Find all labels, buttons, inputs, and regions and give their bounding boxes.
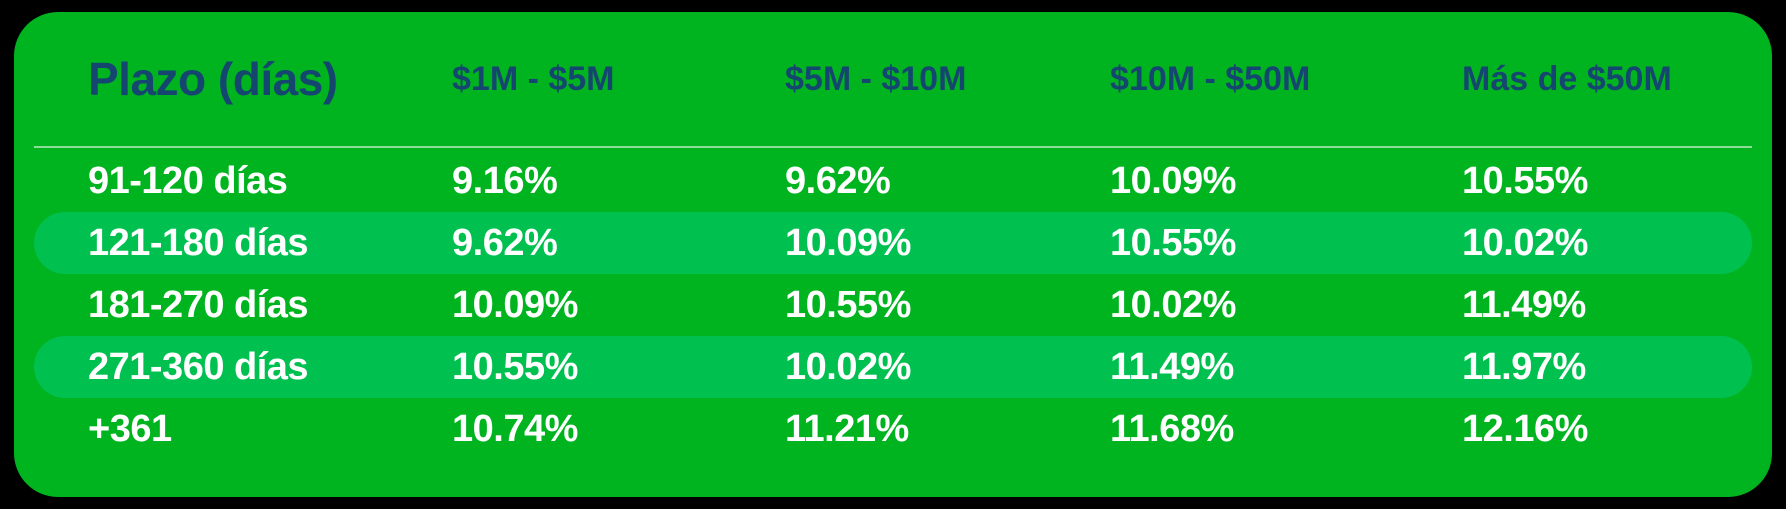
table-body: 91-120 días 9.16% 9.62% 10.09% 10.55% 12… [34, 150, 1752, 460]
plazo-label: 181-270 días [88, 283, 309, 326]
rate-cell: 10.55% [785, 283, 911, 326]
rate-cell: 11.68% [1110, 407, 1234, 450]
table-row-271-360: 271-360 días 10.55% 10.02% 11.49% 11.97% [34, 336, 1752, 398]
table-header-row: Plazo (días) $1M - $5M $5M - $10M $10M -… [34, 12, 1752, 146]
plazo-label: 91-120 días [88, 159, 288, 202]
rate-cell: 12.16% [1462, 407, 1588, 450]
plazo-label: 271-360 días [88, 345, 309, 388]
rate-cell: 10.55% [1462, 159, 1588, 202]
rates-card: Plazo (días) $1M - $5M $5M - $10M $10M -… [14, 12, 1772, 497]
column-header-1m-5m: $1M - $5M [452, 59, 615, 98]
rate-cell: 10.02% [785, 345, 911, 388]
plazo-label: 121-180 días [88, 221, 309, 264]
rate-cell: 11.49% [1462, 283, 1586, 326]
rate-cell: 10.09% [785, 221, 911, 264]
column-header-plazo: Plazo (días) [88, 53, 338, 105]
rate-cell: 11.21% [785, 407, 909, 450]
rate-cell: 9.62% [785, 159, 891, 202]
rate-cell: 11.49% [1110, 345, 1234, 388]
table-row-361-plus: +361 10.74% 11.21% 11.68% 12.16% [34, 398, 1752, 460]
table-row-91-120: 91-120 días 9.16% 9.62% 10.09% 10.55% [34, 150, 1752, 212]
rate-cell: 10.74% [452, 407, 578, 450]
rate-cell: 10.55% [452, 345, 578, 388]
rate-cell: 9.62% [452, 221, 558, 264]
rate-cell: 9.16% [452, 159, 558, 202]
column-header-5m-10m: $5M - $10M [785, 59, 967, 98]
rate-cell: 10.09% [452, 283, 578, 326]
rate-cell: 10.09% [1110, 159, 1236, 202]
rate-cell: 10.55% [1110, 221, 1236, 264]
plazo-label: +361 [88, 407, 172, 450]
header-divider [34, 146, 1752, 148]
rate-cell: 11.97% [1462, 345, 1586, 388]
table-row-121-180: 121-180 días 9.62% 10.09% 10.55% 10.02% [34, 212, 1752, 274]
column-header-mas-50m: Más de $50M [1462, 59, 1672, 98]
rate-cell: 10.02% [1110, 283, 1236, 326]
rate-cell: 10.02% [1462, 221, 1588, 264]
column-header-10m-50m: $10M - $50M [1110, 59, 1311, 98]
table-row-181-270: 181-270 días 10.09% 10.55% 10.02% 11.49% [34, 274, 1752, 336]
